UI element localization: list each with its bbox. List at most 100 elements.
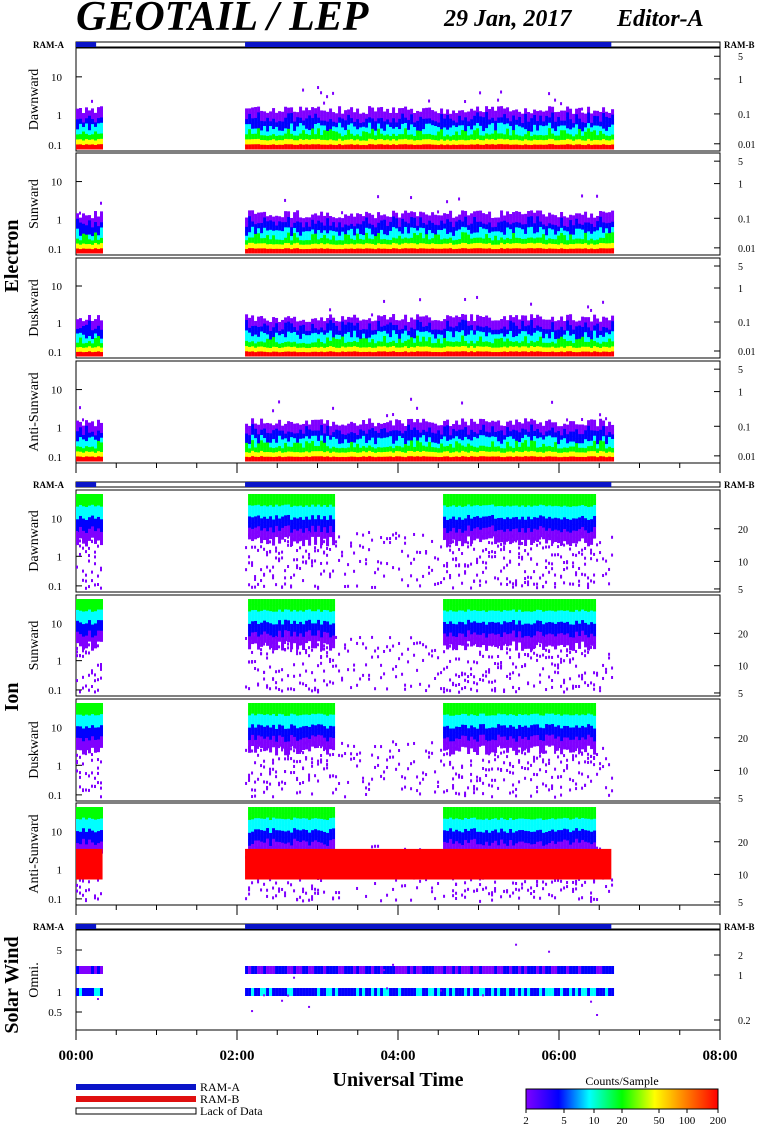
spec-cell: [554, 446, 558, 452]
spec-cell: [533, 139, 537, 145]
spec-cell: [509, 440, 513, 447]
spec-cell: [383, 330, 387, 336]
spec-cell: [413, 422, 417, 428]
spec-cell: [260, 506, 264, 513]
spec-cell: [455, 117, 459, 123]
spec-cell: [275, 428, 279, 434]
spec-cell: [446, 561, 449, 565]
spec-cell: [368, 106, 372, 112]
spec-cell: [452, 235, 456, 241]
spec-cell: [362, 351, 366, 357]
spec-cell: [569, 441, 573, 447]
spec-cell: [395, 440, 399, 446]
spec-cell: [335, 235, 339, 241]
spec-cell: [251, 561, 254, 565]
spec-cell: [88, 456, 91, 462]
spec-cell: [599, 135, 603, 141]
spec-cell: [94, 443, 97, 449]
spec-cell: [245, 319, 249, 326]
spec-cell: [100, 568, 102, 572]
spec-cell: [347, 433, 351, 439]
spec-cell: [278, 500, 282, 507]
spec-cell: [100, 237, 103, 244]
spec-cell: [479, 91, 482, 95]
spec-cell: [254, 516, 258, 523]
spec-cell: [338, 239, 342, 245]
spec-cell: [488, 124, 492, 130]
spec-cell: [425, 107, 429, 114]
figure-editor: Editor-A: [616, 6, 704, 32]
spec-cell: [479, 242, 483, 249]
spec-cell: [353, 569, 356, 573]
spec-cell: [326, 553, 329, 557]
spec-cell: [569, 319, 573, 326]
spec-cell: [488, 317, 492, 323]
spec-cell: [452, 331, 456, 338]
spec-cell: [308, 110, 312, 116]
spec-cell: [575, 347, 579, 353]
spec-cell: [443, 238, 447, 244]
spec-cell: [341, 131, 345, 137]
spec-cell: [317, 585, 320, 589]
spec-cell: [317, 430, 321, 436]
spec-cell: [251, 320, 255, 327]
spec-cell: [314, 113, 318, 119]
spec-cell: [518, 237, 522, 244]
spec-cell: [506, 342, 510, 348]
spec-cell: [596, 439, 600, 445]
spec-cell: [419, 111, 423, 117]
spec-cell: [605, 447, 609, 453]
spec-cell: [389, 121, 393, 127]
spec-cell: [497, 333, 501, 339]
spec-cell: [596, 452, 600, 458]
spec-cell: [82, 248, 85, 254]
spec-cell: [458, 233, 462, 240]
spec-cell: [100, 324, 103, 330]
spec-cell: [608, 227, 612, 234]
spec-cell: [503, 341, 507, 347]
spec-cell: [398, 430, 402, 436]
spec-cell: [401, 213, 405, 219]
spec-cell: [521, 325, 525, 332]
spec-cell: [422, 351, 426, 357]
spec-cell: [428, 107, 432, 114]
spec-cell: [317, 333, 321, 339]
spec-cell: [593, 440, 597, 447]
spec-cell: [245, 335, 249, 341]
spec-cell: [314, 584, 317, 588]
spec-cell: [380, 351, 384, 357]
spec-cell: [593, 350, 597, 357]
spec-cell: [296, 437, 300, 443]
spec-cell: [407, 584, 410, 588]
spec-cell: [500, 351, 504, 357]
spec-cell: [302, 560, 305, 564]
spec-cell: [503, 138, 507, 145]
spec-cell: [245, 118, 249, 125]
spec-cell: [491, 133, 495, 139]
spec-cell: [503, 331, 507, 337]
spec-cell: [356, 138, 360, 145]
spec-cell: [94, 117, 97, 123]
spec-cell: [302, 342, 306, 348]
spec-cell: [269, 442, 273, 448]
spec-cell: [91, 504, 94, 511]
spec-cell: [500, 319, 504, 325]
spec-cell: [494, 110, 498, 117]
spec-cell: [410, 118, 414, 125]
spec-cell: [485, 421, 489, 427]
spec-cell: [518, 346, 522, 352]
spec-cell: [248, 317, 252, 324]
spec-cell: [329, 452, 333, 458]
spec-cell: [416, 445, 420, 452]
spec-cell: [365, 222, 369, 228]
spec-cell: [257, 247, 261, 254]
spec-cell: [443, 332, 447, 339]
spec-cell: [395, 212, 399, 219]
spec-cell: [323, 225, 327, 231]
spec-cell: [377, 446, 381, 452]
spec-cell: [320, 242, 324, 249]
spec-cell: [575, 424, 579, 430]
spec-cell: [398, 226, 402, 232]
spec-cell: [473, 134, 477, 140]
spec-cell: [461, 350, 465, 357]
